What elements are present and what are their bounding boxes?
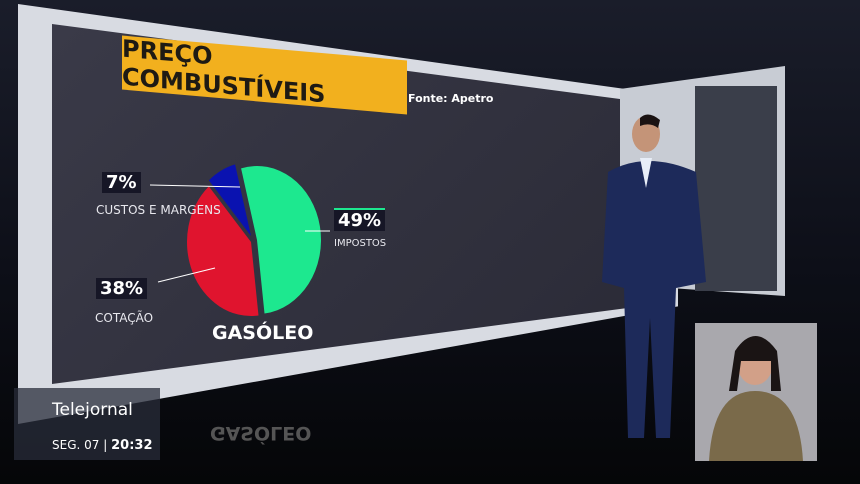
label-pct-impostos: 49% [334, 208, 386, 231]
leader-line [149, 184, 241, 188]
pie-slice-impostos [241, 166, 321, 314]
label-pct-cotacao: 38% [96, 278, 148, 299]
presenter [602, 114, 706, 438]
chart-source: Fonte: Apetro [408, 92, 494, 105]
pie-slice-cotação [186, 186, 259, 316]
pie-slice-custos-e-margens [208, 164, 251, 236]
broadcast-day: SEG. 07 [52, 438, 100, 452]
label-pct-custos: 7% [102, 172, 141, 193]
program-name: Telejornal [52, 400, 133, 420]
sign-language-inset [695, 323, 817, 461]
label-custos: CUSTOS E MARGENS [96, 203, 221, 217]
separator: | [103, 438, 108, 452]
label-impostos: IMPOSTOS [334, 238, 387, 249]
broadcast-time: 20:32 [111, 438, 153, 453]
broadcast-datetime: SEG. 07 | 20:32 [52, 438, 153, 453]
chart-subtitle: GASÓLEO [212, 322, 314, 344]
leader-line [157, 267, 216, 283]
globe-display [695, 86, 777, 291]
label-cotacao: COTAÇÃO [95, 311, 154, 325]
floor-reflection: GASÓLEO [210, 422, 312, 444]
broadcast-logo-box [14, 388, 160, 460]
